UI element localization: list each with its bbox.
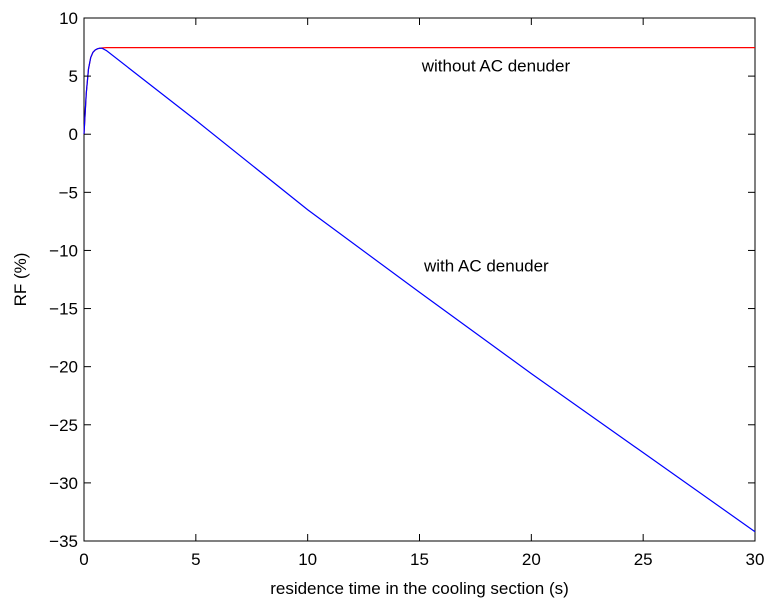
x-tick-label: 20 <box>522 550 541 569</box>
y-tick-label: 0 <box>69 125 78 144</box>
annotation-label-2: with AC denuder <box>423 256 549 275</box>
x-tick-label: 5 <box>191 550 200 569</box>
x-axis-title: residence time in the cooling section (s… <box>270 579 569 598</box>
x-tick-label: 0 <box>79 550 88 569</box>
y-tick-label: −30 <box>49 474 78 493</box>
y-tick-label: −5 <box>59 183 78 202</box>
y-tick-label: 10 <box>59 9 78 28</box>
y-tick-label: 5 <box>69 67 78 86</box>
y-tick-label: −25 <box>49 416 78 435</box>
x-tick-label: 10 <box>298 550 317 569</box>
y-tick-label: −15 <box>49 300 78 319</box>
x-axis-ticks: 0 5 10 15 20 25 30 <box>79 18 764 569</box>
x-tick-label: 25 <box>634 550 653 569</box>
annotations: without AC denuder with AC denuder <box>421 56 571 275</box>
series-line-2 <box>83 47 756 533</box>
y-tick-label: −20 <box>49 358 78 377</box>
y-tick-label: −35 <box>49 532 78 551</box>
x-tick-label: 15 <box>410 550 429 569</box>
x-tick-label: 30 <box>746 550 765 569</box>
y-axis-title: RF (%) <box>11 253 30 307</box>
y-tick-label: −10 <box>49 241 78 260</box>
series-layer <box>83 47 756 533</box>
y-axis-ticks: 10 5 0 −5 −10 −15 −20 −25 −30 −35 <box>49 9 755 551</box>
annotation-label-1: without AC denuder <box>421 56 571 75</box>
